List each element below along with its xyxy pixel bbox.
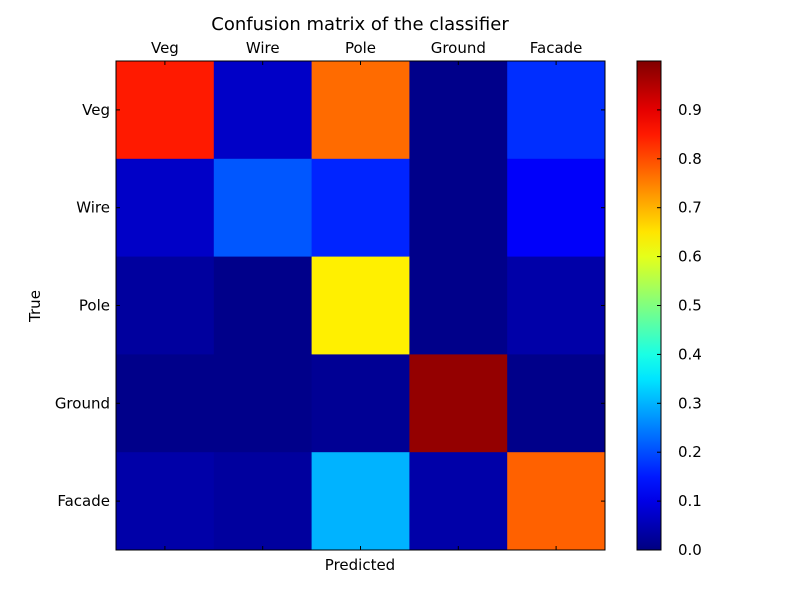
- colorbar-tick-label: 0.5: [678, 297, 702, 315]
- heatmap-cell: [409, 61, 508, 160]
- x-tick-labels: Veg Wire Pole Ground Facade: [151, 39, 582, 550]
- y-tick-labels: Veg Wire Pole Ground Facade: [55, 101, 605, 510]
- colorbar-tick-label: 0.4: [678, 345, 702, 363]
- chart-title: Confusion matrix of the classifier: [211, 14, 509, 35]
- x-tick-label: Pole: [345, 39, 376, 57]
- x-tick-label: Facade: [530, 39, 583, 57]
- heatmap-cell: [116, 158, 215, 258]
- y-axis-label: True: [26, 290, 44, 323]
- heatmap-cell: [311, 256, 410, 355]
- heatmap-cell: [507, 61, 606, 160]
- x-tick-label: Veg: [151, 39, 179, 57]
- heatmap-cell: [409, 158, 508, 258]
- heatmap-cell: [311, 61, 410, 160]
- y-tick-label: Facade: [57, 492, 110, 510]
- heatmap-cell: [409, 354, 508, 453]
- heatmap-cell: [213, 452, 313, 551]
- y-tick-label: Veg: [82, 101, 110, 119]
- x-tick-label: Wire: [246, 39, 280, 57]
- heatmap-cell: [213, 256, 313, 355]
- heatmap-cells: [116, 61, 606, 551]
- colorbar-tick-label: 0.7: [678, 199, 702, 217]
- colorbar-tick-label: 0.1: [678, 492, 702, 510]
- colorbar-gradient: [636, 60, 662, 551]
- heatmap-cell: [507, 354, 606, 453]
- y-tick-label: Pole: [79, 297, 110, 315]
- x-axis-label: Predicted: [325, 556, 395, 574]
- heatmap-cell: [507, 256, 606, 355]
- heatmap-cell: [116, 61, 215, 160]
- y-tick-label: Wire: [76, 199, 110, 217]
- heatmap-cell: [507, 158, 606, 258]
- y-tick-label: Ground: [55, 394, 110, 412]
- heatmap-cell: [311, 354, 410, 453]
- heatmap-cell: [311, 452, 410, 551]
- heatmap-cell: [507, 452, 606, 551]
- heatmap-cell: [116, 452, 215, 551]
- colorbar-tick-label: 0.3: [678, 394, 702, 412]
- colorbar-tick-label: 0.6: [678, 248, 702, 266]
- colorbar-tick-label: 0.2: [678, 443, 702, 461]
- heatmap-cell: [409, 452, 508, 551]
- colorbar-tick-label: 0.8: [678, 150, 702, 168]
- colorbar-tick-label: 0.9: [678, 101, 702, 119]
- heatmap-cell: [213, 354, 313, 453]
- heatmap-cell: [409, 256, 508, 355]
- heatmap-cell: [213, 61, 313, 160]
- colorbar-tick-label: 0.0: [678, 541, 702, 559]
- x-tick-label: Ground: [431, 39, 486, 57]
- heatmap-cell: [213, 158, 313, 258]
- heatmap-cell: [116, 354, 215, 453]
- heatmap-cell: [311, 158, 410, 258]
- colorbar: 0.0 0.1 0.2 0.3 0.4 0.5 0.6 0.7 0.8 0.9: [636, 60, 702, 559]
- heatmap-cell: [116, 256, 215, 355]
